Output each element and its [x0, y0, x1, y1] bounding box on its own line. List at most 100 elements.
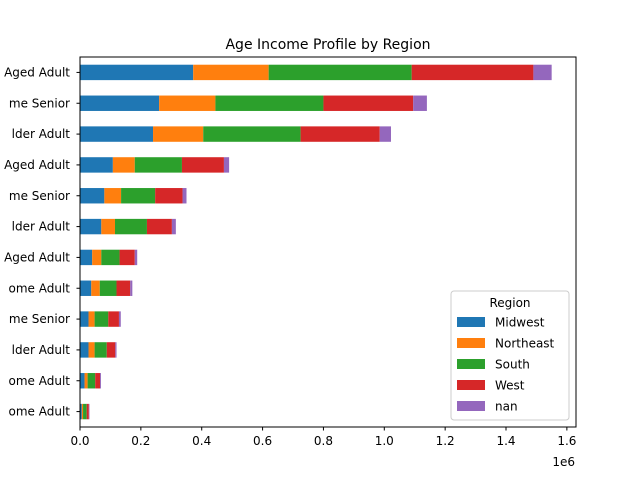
- legend-swatch-northeast: [457, 338, 485, 348]
- bar-northeast-9: [88, 342, 95, 358]
- bar-south-4: [121, 188, 156, 204]
- bar-west-4: [155, 188, 183, 204]
- y-tick-label-3: Aged Adult: [4, 158, 70, 172]
- bar-northeast-4: [104, 188, 122, 204]
- bar-midwest-9: [80, 342, 89, 358]
- bar-west-1: [323, 95, 414, 111]
- x-axis-offset-label: 1e6: [552, 455, 575, 469]
- bar-west-3: [181, 157, 224, 173]
- bar-northeast-3: [112, 157, 135, 173]
- y-tick-label-8: me Senior: [9, 312, 70, 326]
- bar-nan-3: [223, 157, 230, 173]
- bar-northeast-2: [153, 126, 204, 142]
- x-tick-label-6: 1.2: [436, 434, 455, 448]
- y-tick-label-5: lder Adult: [12, 220, 71, 234]
- bar-midwest-2: [80, 126, 154, 142]
- bar-nan-8: [118, 311, 121, 327]
- legend-swatch-nan: [457, 401, 485, 411]
- bar-nan-6: [134, 249, 138, 266]
- bar-west-2: [300, 126, 380, 142]
- bar-south-6: [101, 249, 120, 266]
- legend-label-west: West: [495, 379, 525, 393]
- x-tick-label-7: 1.4: [496, 434, 515, 448]
- bar-midwest-3: [80, 157, 113, 173]
- bar-west-0: [411, 64, 534, 81]
- bar-south-9: [94, 342, 107, 358]
- legend: Region Midwest Northeast South West nan: [450, 290, 570, 421]
- bar-south-11: [83, 403, 87, 420]
- y-tick-label-1: me Senior: [9, 96, 70, 110]
- legend-label-midwest: Midwest: [495, 316, 545, 330]
- y-tick-label-11: ome Adult: [9, 405, 71, 419]
- bar-south-3: [134, 157, 182, 173]
- bar-west-7: [116, 280, 131, 296]
- bar-south-10: [87, 373, 96, 389]
- legend-label-south: South: [495, 358, 530, 372]
- bar-south-7: [99, 280, 117, 296]
- bar-west-8: [108, 311, 119, 327]
- x-axis: 0.0 0.2 0.4 0.6 0.8 1.0 1.2 1.4 1.6: [70, 427, 576, 448]
- x-tick-label-5: 1.0: [375, 434, 394, 448]
- chart-title: Age Income Profile by Region: [225, 37, 430, 53]
- bar-midwest-0: [80, 64, 194, 81]
- bar-west-9: [106, 342, 116, 358]
- bar-south-5: [114, 218, 147, 235]
- bar-south-0: [268, 64, 412, 81]
- bar-south-2: [203, 126, 301, 142]
- bar-south-8: [94, 311, 109, 327]
- bar-northeast-11: [81, 403, 84, 420]
- bar-midwest-4: [80, 188, 105, 204]
- bar-midwest-11: [80, 403, 82, 420]
- legend-label-northeast: Northeast: [495, 337, 555, 351]
- x-tick-label-1: 0.2: [131, 434, 150, 448]
- bar-midwest-8: [80, 311, 89, 327]
- bar-nan-4: [182, 188, 187, 204]
- bar-midwest-7: [80, 280, 92, 296]
- legend-swatch-midwest: [457, 317, 485, 327]
- bar-midwest-6: [80, 249, 93, 266]
- bar-northeast-1: [159, 95, 216, 111]
- bar-nan-7: [130, 280, 133, 296]
- x-tick-label-0: 0.0: [70, 434, 89, 448]
- bars-layer: [80, 64, 552, 420]
- bar-northeast-7: [91, 280, 100, 296]
- x-tick-label-4: 0.8: [314, 434, 333, 448]
- bar-nan-2: [379, 126, 391, 142]
- y-tick-label-0: Aged Adult: [4, 65, 70, 79]
- y-tick-label-7: ome Adult: [9, 281, 71, 295]
- bar-northeast-0: [193, 64, 269, 81]
- bar-northeast-5: [101, 218, 115, 235]
- legend-swatch-south: [457, 359, 485, 369]
- bar-west-11: [86, 403, 89, 420]
- y-tick-label-4: me Senior: [9, 189, 70, 203]
- bar-nan-1: [413, 95, 427, 111]
- bar-nan-11: [88, 403, 90, 420]
- bar-west-10: [95, 373, 101, 389]
- bar-nan-0: [533, 64, 552, 81]
- x-tick-label-3: 0.6: [253, 434, 272, 448]
- bar-south-1: [215, 95, 324, 111]
- legend-title: Region: [489, 296, 530, 310]
- y-tick-label-9: lder Adult: [12, 343, 71, 357]
- y-tick-label-6: Aged Adult: [4, 250, 70, 264]
- bar-midwest-5: [80, 218, 102, 235]
- bar-northeast-10: [84, 373, 88, 389]
- bar-west-6: [119, 249, 135, 266]
- bar-west-5: [146, 218, 172, 235]
- bar-nan-9: [115, 342, 117, 358]
- x-tick-label-2: 0.4: [192, 434, 211, 448]
- bar-midwest-10: [80, 373, 85, 389]
- bar-northeast-6: [92, 249, 102, 266]
- bar-midwest-1: [80, 95, 160, 111]
- bar-nan-5: [171, 218, 176, 235]
- legend-swatch-west: [457, 380, 485, 390]
- legend-label-nan: nan: [495, 400, 518, 414]
- bar-nan-10: [100, 373, 101, 389]
- bar-northeast-8: [88, 311, 95, 327]
- y-axis: Aged Adult me Senior lder Adult Aged Adult m…: [4, 65, 80, 419]
- x-tick-label-8: 1.6: [557, 434, 576, 448]
- y-tick-label-10: ome Adult: [9, 374, 71, 388]
- y-tick-label-2: lder Adult: [12, 127, 71, 141]
- plot-frame: [79, 56, 577, 428]
